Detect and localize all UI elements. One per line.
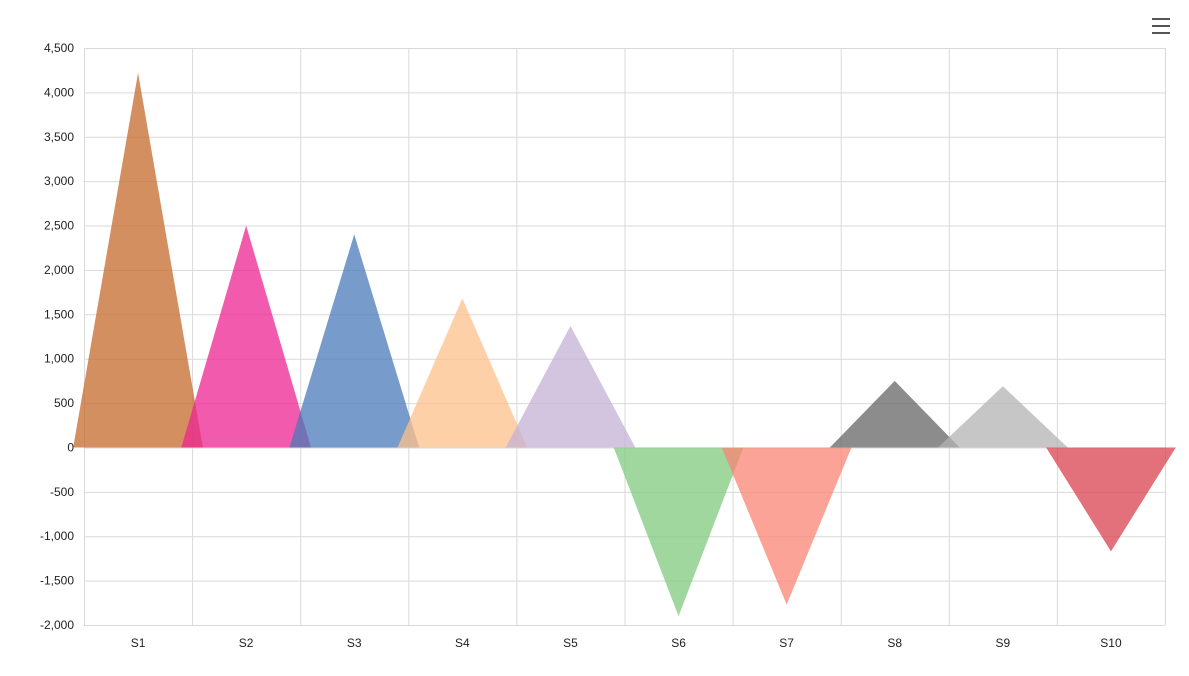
- triangle-mark-s8: [829, 380, 960, 448]
- y-tick-label: 500: [54, 396, 74, 410]
- y-tick-label: 3,500: [44, 130, 74, 144]
- x-tick-label: S9: [996, 636, 1011, 650]
- triangle-mark-s3: [289, 234, 420, 448]
- triangle-mark-s7: [721, 447, 852, 605]
- x-tick-label: S2: [239, 636, 254, 650]
- triangle-mark-s6: [613, 447, 744, 617]
- y-tick-label: 1,500: [44, 307, 74, 321]
- x-tick-label: S6: [671, 636, 686, 650]
- triangle-mark-s2: [181, 225, 312, 448]
- triangle-mark-s9: [937, 386, 1068, 448]
- y-tick-label: 2,500: [44, 219, 74, 233]
- y-tick-label: 2,000: [44, 263, 74, 277]
- y-tick-label: 1,000: [44, 352, 74, 366]
- y-tick-label: -2,000: [40, 618, 74, 632]
- x-tick-label: S1: [131, 636, 146, 650]
- x-tick-label: S3: [347, 636, 362, 650]
- triangle-mark-s1: [73, 72, 203, 448]
- y-tick-label: -1,000: [40, 529, 74, 543]
- hamburger-menu-icon[interactable]: [1148, 14, 1174, 38]
- x-tick-label: S7: [779, 636, 794, 650]
- x-tick-label: S10: [1100, 636, 1122, 650]
- y-tick-label: -1,500: [40, 574, 74, 588]
- x-tick-label: S4: [455, 636, 470, 650]
- y-tick-label: 4,500: [44, 41, 74, 55]
- triangle-mark-s4: [397, 298, 528, 448]
- y-tick-label: 4,000: [44, 85, 74, 99]
- y-tick-label: 3,000: [44, 174, 74, 188]
- x-tick-label: S8: [887, 636, 902, 650]
- triangle-mark-s5: [505, 325, 636, 448]
- y-tick-label: -500: [50, 485, 74, 499]
- x-tick-label: S5: [563, 636, 578, 650]
- triangle-mark-s10: [1046, 447, 1176, 552]
- y-tick-label: 0: [67, 440, 74, 454]
